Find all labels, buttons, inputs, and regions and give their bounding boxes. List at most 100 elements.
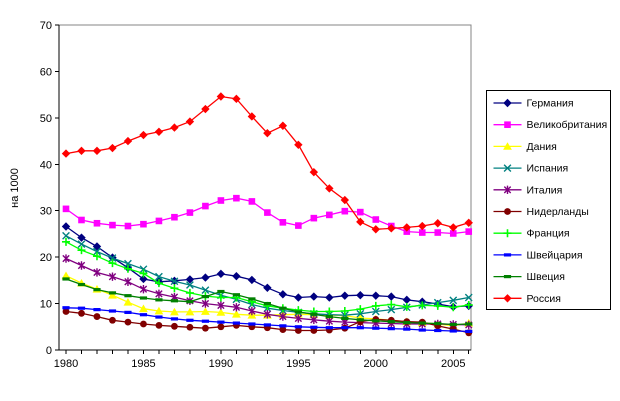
marker-diamond bbox=[340, 291, 350, 300]
legend-item-Дания: Дания bbox=[493, 141, 557, 153]
marker-triangle bbox=[503, 142, 512, 150]
marker-square bbox=[155, 217, 163, 225]
marker-x bbox=[124, 259, 132, 268]
marker-x bbox=[93, 247, 101, 256]
marker-dash bbox=[449, 329, 457, 333]
marker-plus bbox=[503, 229, 512, 238]
marker-plus bbox=[170, 284, 179, 293]
x-tick-label: 1985 bbox=[131, 358, 155, 370]
marker-dash bbox=[434, 328, 442, 333]
marker-square bbox=[78, 216, 85, 224]
marker-dash bbox=[108, 291, 117, 295]
marker-x bbox=[108, 254, 117, 262]
marker-dash bbox=[77, 306, 86, 310]
marker-dash bbox=[93, 288, 101, 292]
marker-x bbox=[371, 307, 380, 316]
marker-dash bbox=[387, 320, 395, 324]
marker-dash bbox=[62, 306, 70, 310]
marker-plus bbox=[449, 303, 458, 312]
legend-item-Германия: Германия bbox=[493, 98, 574, 110]
marker-square bbox=[140, 220, 147, 228]
marker-dash bbox=[325, 314, 333, 319]
legend-item-Италия: Италия bbox=[493, 184, 562, 196]
marker-circle bbox=[294, 327, 302, 334]
marker-dash bbox=[217, 320, 225, 324]
series-Франция bbox=[62, 237, 473, 316]
marker-dash bbox=[403, 321, 411, 325]
marker-dash bbox=[356, 318, 364, 322]
marker-square bbox=[418, 229, 426, 236]
marker-asterisk bbox=[232, 303, 241, 312]
marker-diamond bbox=[503, 98, 512, 108]
marker-circle bbox=[217, 323, 225, 331]
marker-diamond bbox=[402, 295, 411, 305]
marker-triangle bbox=[216, 308, 226, 316]
marker-diamond bbox=[294, 140, 303, 149]
legend-label: Швейцария bbox=[527, 249, 583, 261]
marker-asterisk bbox=[139, 284, 148, 294]
marker-plus bbox=[464, 300, 473, 309]
marker-x bbox=[62, 231, 70, 240]
marker-circle bbox=[186, 323, 194, 331]
marker-asterisk bbox=[201, 299, 210, 308]
marker-diamond bbox=[201, 273, 210, 282]
marker-dash bbox=[263, 323, 271, 327]
marker-x bbox=[503, 164, 512, 172]
marker-dash bbox=[372, 326, 380, 330]
marker-diamond bbox=[139, 274, 148, 284]
marker-asterisk bbox=[310, 315, 318, 325]
marker-diamond bbox=[356, 291, 365, 300]
marker-diamond bbox=[325, 184, 334, 193]
marker-dash bbox=[341, 326, 349, 330]
marker-diamond bbox=[294, 293, 303, 302]
marker-asterisk bbox=[217, 301, 225, 310]
marker-asterisk bbox=[248, 306, 256, 316]
marker-dash bbox=[124, 310, 132, 314]
legend-item-Россия: Россия bbox=[493, 293, 561, 305]
marker-dash bbox=[325, 326, 333, 330]
plot-area: 0 10 20 30 40 50 60 70 1980 1985 1990 1995 2000 2005 Г… bbox=[40, 20, 611, 370]
marker-asterisk bbox=[124, 277, 132, 286]
marker-dash bbox=[279, 306, 287, 310]
y-tick-label: 10 bbox=[40, 299, 52, 311]
marker-square bbox=[202, 202, 209, 210]
marker-diamond bbox=[387, 224, 396, 233]
marker-diamond bbox=[61, 222, 71, 231]
marker-diamond bbox=[464, 218, 473, 227]
x-tick-label: 2000 bbox=[364, 358, 388, 370]
marker-asterisk bbox=[62, 254, 70, 263]
marker-dash bbox=[294, 310, 302, 314]
marker-dash bbox=[341, 316, 349, 321]
legend-label: Россия bbox=[527, 293, 561, 305]
marker-asterisk bbox=[325, 317, 334, 326]
marker-diamond bbox=[108, 143, 117, 153]
marker-diamond bbox=[387, 292, 396, 301]
marker-dash bbox=[465, 322, 473, 326]
marker-circle bbox=[279, 326, 287, 333]
marker-asterisk bbox=[294, 314, 303, 323]
x-tick-label: 2005 bbox=[441, 358, 465, 370]
marker-square bbox=[124, 222, 132, 230]
marker-plus bbox=[402, 302, 411, 311]
series-Великобритания bbox=[62, 194, 473, 237]
marker-dash bbox=[93, 308, 101, 312]
x-tick-label: 1990 bbox=[209, 358, 233, 370]
marker-triangle bbox=[139, 304, 148, 313]
marker-square bbox=[62, 205, 70, 213]
marker-triangle bbox=[170, 307, 179, 316]
marker-square bbox=[171, 213, 178, 221]
marker-diamond bbox=[247, 275, 257, 285]
marker-diamond bbox=[309, 167, 319, 177]
marker-x bbox=[449, 296, 458, 305]
marker-x bbox=[139, 265, 148, 274]
marker-triangle bbox=[61, 271, 71, 280]
marker-diamond bbox=[77, 233, 86, 242]
legend-item-Швейцария: Швейцария bbox=[493, 249, 583, 261]
marker-dash bbox=[217, 289, 225, 294]
marker-x bbox=[356, 309, 365, 318]
legend: Германия Великобритания Дания Испания Италия… bbox=[486, 90, 611, 310]
marker-dash bbox=[232, 321, 240, 325]
marker-diamond bbox=[371, 291, 380, 300]
series-Швеция bbox=[62, 277, 473, 327]
marker-dash bbox=[418, 321, 426, 325]
